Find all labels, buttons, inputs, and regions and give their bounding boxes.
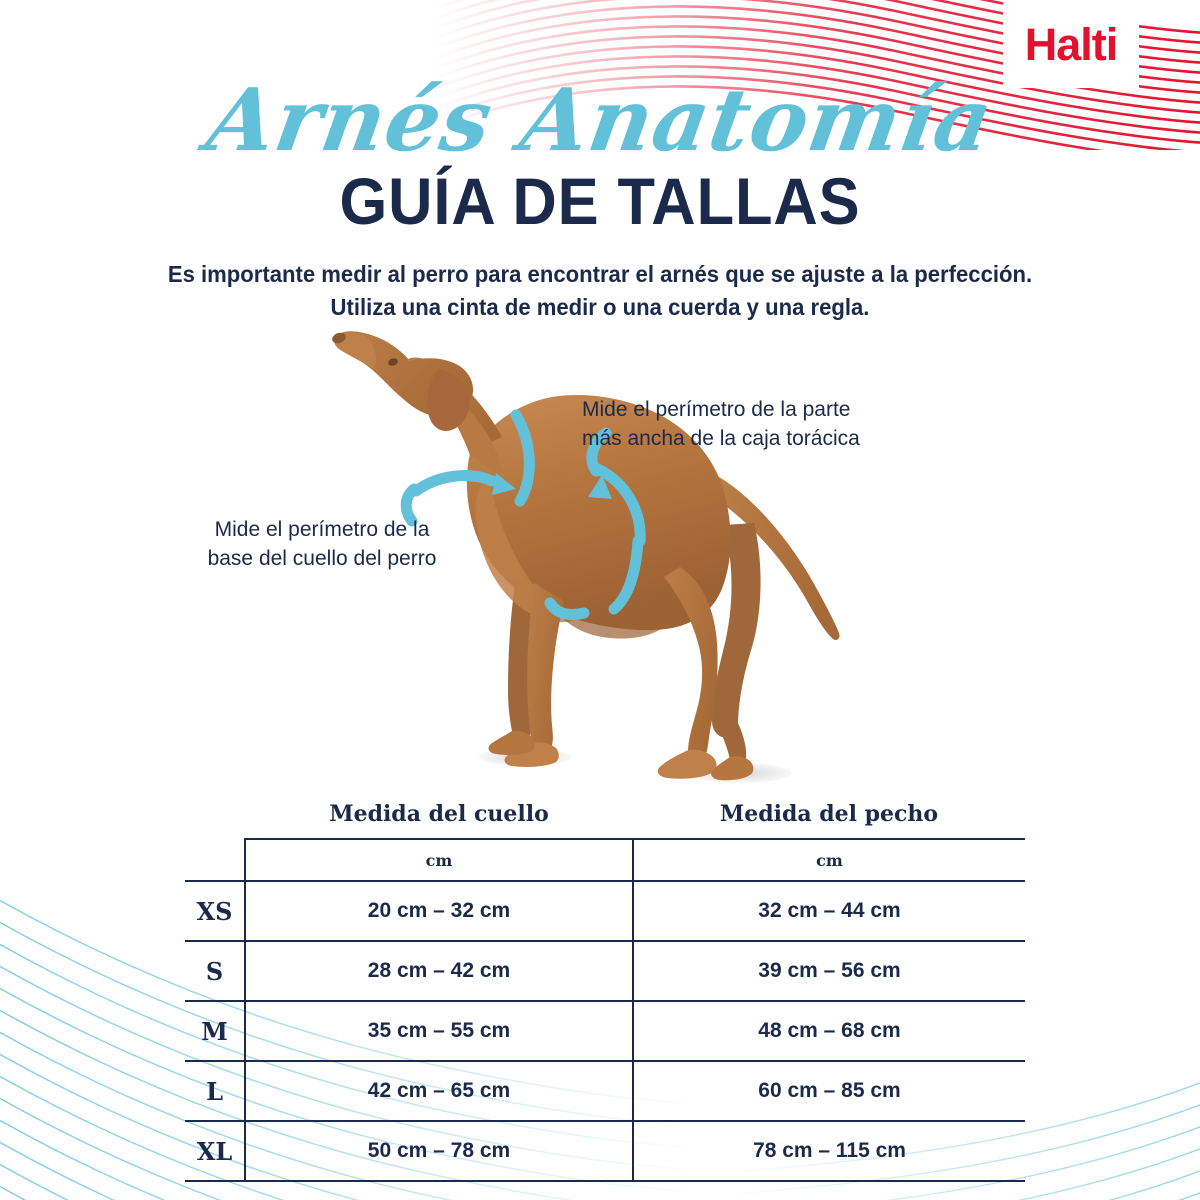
neck-arrow-back	[510, 409, 535, 507]
row-chest-s: 39 cm – 56 cm	[632, 940, 1025, 1001]
dog-front-leg-near	[527, 583, 564, 751]
table-row: M 35 cm – 55 cm 48 cm – 68 cm	[185, 1000, 1025, 1061]
dog-eye	[388, 358, 398, 366]
dog-belly	[560, 611, 662, 639]
neck-arrowhead	[492, 473, 516, 495]
table-group-header-row: Medida del cuello Medida del pecho	[185, 790, 1025, 839]
callout-chest-line-2: más ancha de la caja torácica	[582, 426, 860, 450]
header-chest: Medida del pecho	[719, 801, 939, 827]
chest-arrow-lower	[608, 535, 644, 615]
dog-nose	[332, 332, 346, 344]
unit-corner-cell	[185, 839, 245, 881]
dog-hind-paw	[657, 749, 717, 779]
subtitle: Es importante medir al perro para encont…	[36, 258, 1164, 325]
dog-tail	[706, 473, 840, 641]
size-table: Medida del cuello Medida del pecho cm cm…	[185, 790, 1025, 1182]
unit-neck: cm	[244, 838, 633, 881]
chest-arrow-bottom-hook	[544, 597, 590, 621]
row-size-m: M	[185, 1000, 245, 1061]
row-size-xl: XL	[185, 1120, 245, 1182]
callout-chest-line-1: Mide el perímetro de la parte	[582, 398, 851, 421]
table-unit-header-row: cm cm	[185, 838, 1025, 881]
dog-hind-leg-near	[664, 567, 718, 760]
halti-logo: Halti	[1003, 0, 1139, 88]
chest-arrow-right	[592, 463, 646, 547]
dog-hind-leg-far	[712, 523, 761, 738]
unit-chest: cm	[632, 838, 1025, 881]
row-neck-xl: 50 cm – 78 cm	[244, 1120, 633, 1182]
row-size-s: S	[185, 940, 245, 1001]
subtitle-line-2: Utiliza una cinta de medir o una cuerda …	[330, 294, 870, 321]
page-title: GUÍA DE TALLAS	[339, 164, 861, 238]
callout-neck-line-2: base del cuello del perro	[207, 546, 437, 570]
table-row: S 28 cm – 42 cm 39 cm – 56 cm	[185, 940, 1025, 1001]
dog-front-paw-far	[488, 730, 535, 756]
row-size-l: L	[185, 1060, 245, 1121]
row-neck-l: 42 cm – 65 cm	[244, 1060, 633, 1121]
script-title: Arnés Anatomía	[200, 70, 1000, 171]
callout-neck: Mide el perímetro de la base del cuello …	[198, 516, 446, 574]
row-chest-xs: 32 cm – 44 cm	[632, 880, 1025, 941]
callout-neck-line-1: Mide el perímetro de la	[214, 518, 430, 541]
dog-front-paw	[504, 742, 559, 767]
size-table-container: Medida del cuello Medida del pecho cm cm…	[185, 790, 1025, 1182]
row-neck-xs: 20 cm – 32 cm	[244, 880, 633, 941]
table-corner-cell	[185, 790, 245, 839]
callout-chest: Mide el perímetro de la parte más ancha …	[582, 396, 860, 454]
neck-arrow-front	[410, 470, 498, 497]
dog-muzzle	[334, 333, 377, 369]
row-chest-xl: 78 cm – 115 cm	[632, 1120, 1025, 1182]
table-row: XS 20 cm – 32 cm 32 cm – 44 cm	[185, 880, 1025, 941]
row-neck-s: 28 cm – 42 cm	[244, 940, 633, 1001]
subtitle-line-1: Es importante medir al perro para encont…	[167, 261, 1033, 287]
row-neck-m: 35 cm – 55 cm	[244, 1000, 633, 1061]
halti-logo-text: Halti	[1024, 18, 1119, 70]
dog-hind-leg-far-lower	[718, 707, 747, 767]
header-neck: Medida del cuello	[329, 801, 549, 827]
table-row: XL 50 cm – 78 cm 78 cm – 115 cm	[185, 1120, 1025, 1182]
measurement-arrows	[400, 409, 646, 621]
chest-arrowhead	[588, 475, 612, 499]
row-size-xs: XS	[185, 880, 245, 941]
row-chest-l: 60 cm – 85 cm	[632, 1060, 1025, 1121]
dog-chest	[475, 475, 572, 623]
dog-ear	[427, 369, 470, 431]
dog-hind-paw-far	[711, 756, 754, 781]
table-row: L 42 cm – 65 cm 60 cm – 85 cm	[185, 1060, 1025, 1121]
row-chest-m: 48 cm – 68 cm	[632, 1000, 1025, 1061]
